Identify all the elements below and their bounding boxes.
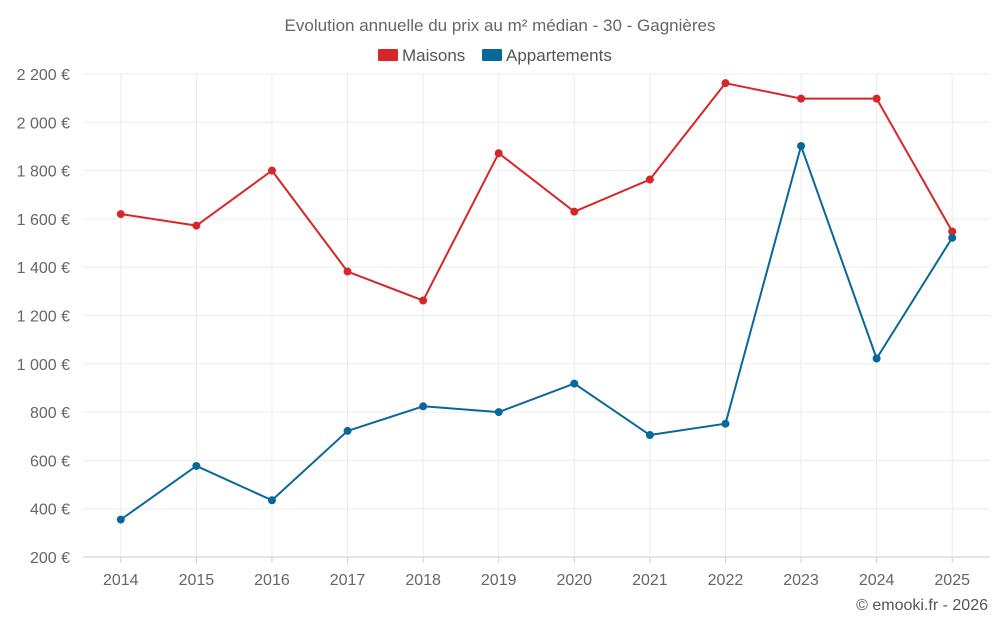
- legend-label-maisons: Maisons: [402, 46, 465, 65]
- y-tick-label: 600 €: [30, 453, 70, 470]
- data-point-maisons: [343, 267, 352, 276]
- y-tick-label: 1 600 €: [17, 212, 70, 229]
- x-tick-label: 2018: [405, 572, 441, 589]
- y-tick-label: 2 000 €: [17, 115, 70, 132]
- x-tick-label: 2015: [179, 572, 215, 589]
- x-tick-label: 2021: [632, 572, 668, 589]
- data-point-appartements: [116, 515, 125, 524]
- data-point-maisons: [570, 207, 579, 216]
- credit-text: © emooki.fr - 2026: [856, 597, 988, 614]
- legend-swatch-appartements: [482, 49, 502, 61]
- x-tick-label: 2016: [254, 572, 290, 589]
- data-point-appartements: [948, 233, 957, 242]
- data-point-appartements: [797, 141, 806, 150]
- y-tick-label: 200 €: [30, 550, 70, 567]
- x-tick-label: 2017: [330, 572, 366, 589]
- data-point-maisons: [494, 149, 503, 158]
- data-point-maisons: [267, 166, 276, 175]
- series-line-maisons: [120, 82, 954, 302]
- x-tick-label: 2020: [556, 572, 592, 589]
- x-tick-label: 2022: [708, 572, 744, 589]
- y-tick-label: 1 000 €: [17, 357, 70, 374]
- y-tick-label: 1 200 €: [17, 309, 70, 326]
- x-tick-label: 2025: [934, 572, 970, 589]
- legend-swatch-maisons: [378, 49, 398, 61]
- data-point-maisons: [116, 210, 125, 219]
- data-point-appartements: [267, 496, 276, 505]
- y-tick-label: 1 800 €: [17, 164, 70, 181]
- x-tick-label: 2024: [859, 572, 895, 589]
- legend: Maisons Appartements: [378, 46, 612, 65]
- x-tick-label: 2023: [783, 572, 819, 589]
- chart-title: Evolution annuelle du prix au m² médian …: [285, 16, 716, 35]
- data-point-appartements: [494, 408, 503, 417]
- legend-label-appartements: Appartements: [506, 46, 612, 65]
- data-point-appartements: [645, 431, 654, 440]
- y-tick-label: 2 200 €: [17, 67, 70, 84]
- y-tick-label: 800 €: [30, 405, 70, 422]
- data-point-maisons: [948, 227, 957, 236]
- grid: [83, 73, 990, 558]
- series-line-appartements: [120, 144, 954, 521]
- data-point-appartements: [872, 354, 881, 363]
- data-point-maisons: [192, 221, 201, 230]
- series-group: [116, 79, 957, 524]
- data-point-appartements: [721, 419, 730, 428]
- data-point-appartements: [192, 461, 201, 470]
- x-tick-label: 2014: [103, 572, 139, 589]
- data-point-appartements: [570, 379, 579, 388]
- data-point-maisons: [797, 94, 806, 103]
- data-point-maisons: [419, 296, 428, 305]
- x-axis: 2014 2015 2016 2017 2018 2019 2020 2021 2022 2023…: [103, 557, 970, 589]
- data-point-maisons: [872, 94, 881, 103]
- data-point-appartements: [343, 426, 352, 435]
- y-axis: 200 € 400 € 600 € 800 € 1 000 € 1 200 € 1 400 …: [17, 67, 70, 567]
- y-tick-label: 1 400 €: [17, 260, 70, 277]
- y-tick-label: 400 €: [30, 502, 70, 519]
- data-point-maisons: [645, 175, 654, 184]
- data-point-maisons: [721, 79, 730, 88]
- x-tick-label: 2019: [481, 572, 517, 589]
- data-point-appartements: [419, 402, 428, 411]
